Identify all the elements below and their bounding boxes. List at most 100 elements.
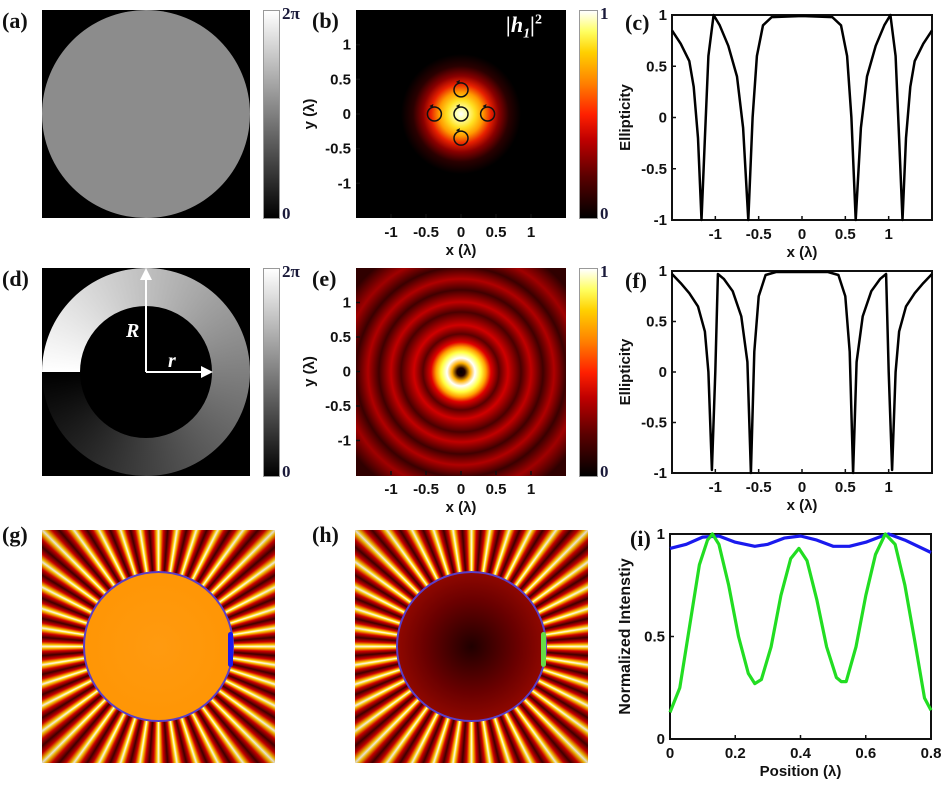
colorbar-a-top: 2π (282, 4, 300, 23)
y-tick-label: 0.5 (644, 629, 665, 646)
x-tick-label: 0 (457, 481, 465, 498)
y-tick-label: 0 (659, 110, 667, 127)
phase-map-a (42, 10, 250, 218)
y-tick-label: 0 (343, 106, 351, 123)
x-tick-label: 1 (884, 479, 892, 496)
panel-label-b: (b) (312, 8, 339, 33)
green-sample-segment (541, 632, 546, 667)
y-axis-label: Ellipticity (617, 338, 634, 405)
plot-frame-5 (671, 270, 933, 474)
colorbar-a (263, 10, 280, 219)
y-tick-label: 0.5 (646, 314, 667, 331)
x-tick-label: 0 (798, 479, 806, 496)
x-tick-label: 0.5 (486, 481, 507, 498)
y-tick-label: 0 (343, 364, 351, 381)
y-tick-label: 0.5 (330, 329, 351, 346)
y-tick-label: 1 (659, 7, 667, 24)
x-tick-label: -0.5 (413, 224, 439, 241)
annot-close: | (530, 12, 535, 37)
y-axis-label: y (λ) (301, 99, 318, 130)
annot-sup: 2 (534, 12, 542, 28)
x-tick-label: 0.5 (835, 226, 856, 243)
x-tick-label: 0 (457, 224, 465, 241)
colorbar-d (263, 268, 280, 477)
series-line-0 (670, 13, 934, 222)
x-axis-label: x (λ) (787, 244, 818, 261)
panel-label-e: (e) (312, 266, 337, 291)
y-tick-label: -1 (654, 212, 667, 229)
x-tick-label: 0 (666, 745, 674, 762)
colorbar-e-bottom: 0 (600, 462, 609, 481)
annot-open: | (506, 12, 511, 37)
y-tick-label: 0 (659, 364, 667, 381)
x-tick-label: -0.5 (746, 479, 772, 496)
x-tick-label: -1 (384, 481, 397, 498)
annot-sub: 1 (523, 26, 531, 42)
x-tick-label: 1 (884, 226, 892, 243)
colorbar-b (579, 10, 598, 219)
colorbar-d-bottom: 0 (282, 462, 291, 481)
spoke-pattern-g (42, 530, 275, 763)
panel-label-a: (a) (2, 8, 28, 33)
x-tick-label: 0.6 (855, 745, 876, 762)
y-tick-label: 1 (343, 295, 351, 312)
x-axis-label: x (λ) (787, 497, 818, 514)
panel-label-d: (d) (2, 266, 29, 291)
y-tick-label: -1 (338, 433, 351, 450)
intensity-map-e (356, 268, 566, 476)
y-tick-label: 0 (657, 731, 665, 748)
colorbar-e (579, 268, 598, 477)
y-axis-label: Normalized Intenstiy (617, 558, 634, 715)
colorbar-d-top: 2π (282, 262, 300, 281)
x-tick-label: -0.5 (413, 481, 439, 498)
y-tick-label: 1 (659, 263, 667, 280)
inner-circle-g (83, 571, 234, 722)
blue-sample-segment (228, 632, 233, 667)
x-tick-label: 0.5 (835, 479, 856, 496)
uniform-phase-disk (42, 10, 250, 218)
x-tick-label: 0.8 (921, 745, 942, 762)
x-tick-label: 0.5 (486, 224, 507, 241)
inner-radius-label: r (168, 350, 176, 372)
h1-squared-label: |h1|2 (506, 12, 542, 42)
panel-label-c: (c) (625, 10, 650, 35)
x-tick-label: 0 (798, 226, 806, 243)
series-line-0 (671, 270, 933, 475)
panel-label-g: (g) (2, 522, 28, 547)
y-axis-label: y (λ) (301, 356, 318, 387)
y-tick-label: 0.5 (646, 58, 667, 75)
inner-circle-h (396, 571, 547, 722)
x-tick-label: -0.5 (746, 226, 772, 243)
x-tick-label: -1 (384, 224, 397, 241)
plot-frame-8 (669, 533, 932, 740)
panel-label-h: (h) (312, 522, 339, 547)
x-tick-label: -1 (709, 226, 722, 243)
outer-radius-label: R (126, 320, 140, 342)
y-tick-label: -1 (338, 175, 351, 192)
panel-label-i: (i) (630, 526, 651, 551)
annot-base: h (510, 12, 524, 37)
series-line-1 (668, 532, 933, 713)
colorbar-a-bottom: 0 (282, 204, 291, 223)
y-tick-label: -0.5 (641, 161, 667, 178)
ring-hole (80, 306, 212, 438)
x-tick-label: 0.4 (790, 745, 812, 762)
colorbar-b-top: 1 (600, 4, 609, 23)
phase-map-d (42, 268, 250, 476)
x-axis-label: x (λ) (446, 242, 477, 259)
panel-label-f: (f) (625, 268, 647, 293)
plot-frame-2 (671, 14, 933, 221)
series-line-0 (669, 532, 932, 554)
x-axis-label: Position (λ) (760, 763, 842, 780)
x-tick-label: 1 (527, 224, 535, 241)
x-tick-label: 1 (527, 481, 535, 498)
y-tick-label: 1 (343, 37, 351, 54)
x-tick-label: -1 (709, 479, 722, 496)
y-tick-label: -1 (654, 465, 667, 482)
spoke-pattern-h (355, 530, 588, 763)
y-tick-label: 1 (657, 526, 665, 543)
colorbar-b-bottom: 0 (600, 204, 609, 223)
y-axis-label: Ellipticity (617, 84, 634, 151)
x-axis-label: x (λ) (446, 499, 477, 516)
y-tick-label: -0.5 (325, 141, 351, 158)
